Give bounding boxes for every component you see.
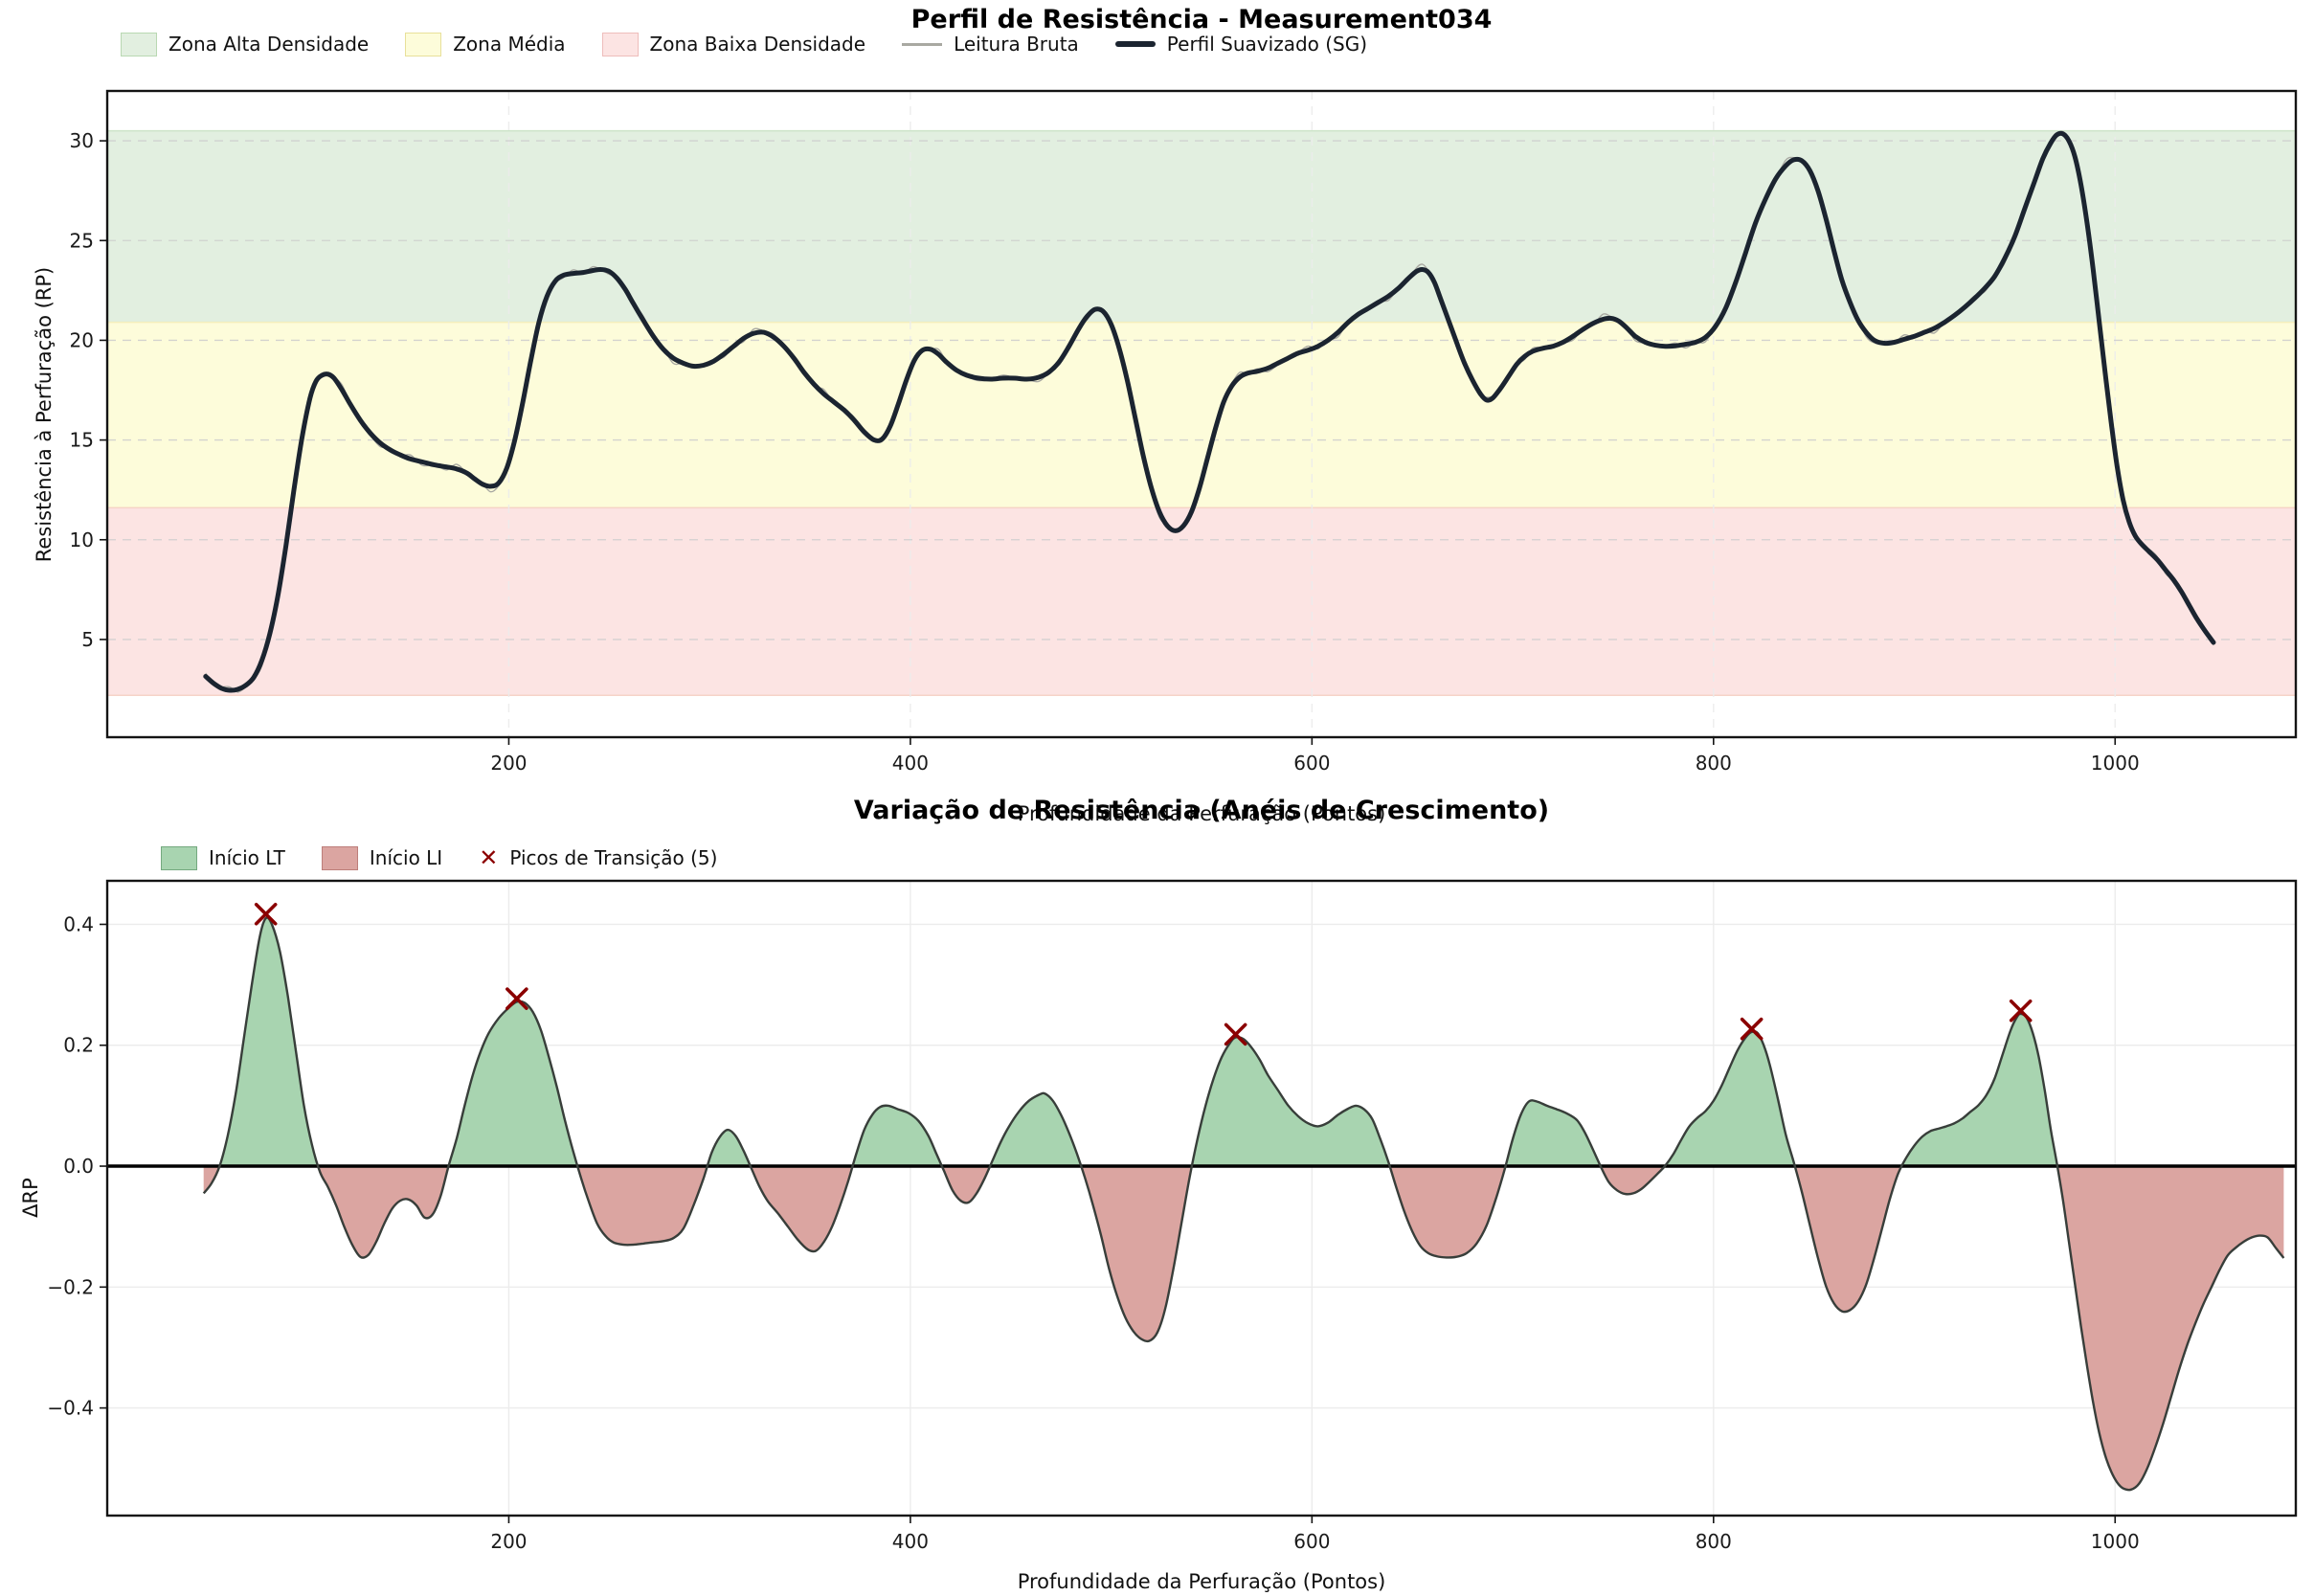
y-tick-label: 15 [70, 429, 94, 452]
x-tick-label: 200 [490, 1530, 527, 1553]
legend-label: Picos de Transição (5) [509, 846, 718, 869]
plot-border [105, 879, 2298, 1517]
transition-peak-marker [2009, 999, 2033, 1023]
transition-peak-marker [1740, 1017, 1764, 1041]
top-xaxis-label: Profundidade da Perfuração (Pontos) [1017, 802, 1386, 825]
top-legend: Zona Alta Densidade Zona Média Zona Baix… [121, 29, 1367, 59]
zona-baixa-swatch-icon [601, 32, 639, 56]
y-tick-label: −0.4 [47, 1397, 94, 1420]
legend-label: Zona Baixa Densidade [649, 33, 866, 56]
x-tick-label: 400 [892, 752, 929, 775]
y-tick-label: 25 [70, 229, 94, 252]
legend-label: Perfil Suavizado (SG) [1166, 33, 1368, 56]
top-chart-title: Perfil de Resistência - Measurement034 [910, 5, 1493, 34]
zona-alta-swatch-icon [121, 32, 157, 56]
bottom-xaxis-label: Profundidade da Perfuração (Pontos) [1017, 1570, 1386, 1593]
legend-label: Início LT [209, 846, 285, 869]
legend-item-zona-alta: Zona Alta Densidade [121, 32, 370, 56]
delta-rp-line [202, 916, 2285, 1492]
fill-inicio-li [203, 1166, 2284, 1491]
y-tick-label: 5 [81, 628, 94, 651]
x-tick-label: 1000 [2091, 752, 2140, 775]
y-tick-label: −0.2 [47, 1275, 94, 1298]
legend-label: Início LI [369, 846, 443, 869]
bottom-chart-title: Variação de Resistência (Anéis de Cresci… [853, 796, 1550, 825]
legend-item-leitura-bruta: Leitura Bruta [902, 33, 1079, 56]
inicio-lt-swatch-icon [161, 845, 197, 870]
bottom-yaxis-label: ΔRP [19, 1178, 42, 1218]
y-tick-label: 0.2 [63, 1034, 94, 1057]
legend-item-zona-media: Zona Média [405, 32, 566, 56]
x-tick-label: 800 [1696, 1530, 1732, 1553]
x-tick-label: 800 [1696, 752, 1732, 775]
top-yaxis-label: Resistência à Perfuração (RP) [33, 266, 56, 563]
x-tick-label: 600 [1293, 752, 1330, 775]
transition-peak-marker [254, 902, 278, 926]
legend-item-picos: ✕ Picos de Transição (5) [479, 846, 717, 869]
zone-band-0 [107, 130, 2296, 323]
y-tick-label: 20 [70, 328, 94, 351]
zone-band-2 [107, 507, 2296, 696]
inicio-li-swatch-icon [321, 845, 358, 870]
x-tick-label: 600 [1293, 1530, 1330, 1553]
legend-item-zona-baixa: Zona Baixa Densidade [601, 32, 866, 56]
y-tick-label: 0.4 [63, 912, 94, 935]
smooth-line-swatch-icon [1114, 41, 1156, 47]
y-tick-label: 10 [70, 528, 94, 551]
legend-label: Zona Média [453, 33, 566, 56]
x-marker-icon: ✕ [479, 844, 499, 871]
legend-label: Leitura Bruta [954, 33, 1079, 56]
plot-border [105, 89, 2298, 739]
legend-label: Zona Alta Densidade [168, 33, 370, 56]
top-chart-plot-area [105, 89, 2298, 739]
transition-peak-marker [1224, 1023, 1247, 1046]
bottom-chart-plot-area [105, 879, 2298, 1517]
y-tick-label: 0.0 [63, 1155, 94, 1178]
legend-item-perfil-suavizado: Perfil Suavizado (SG) [1114, 33, 1368, 56]
x-tick-label: 400 [892, 1530, 929, 1553]
x-tick-label: 200 [490, 752, 527, 775]
x-tick-label: 1000 [2091, 1530, 2140, 1553]
transition-peak-marker [505, 987, 528, 1010]
y-tick-label: 30 [70, 129, 94, 152]
legend-item-inicio-lt: Início LT [161, 845, 285, 870]
zona-media-swatch-icon [405, 32, 442, 56]
smoothed-profile-line [203, 130, 2216, 693]
legend-item-inicio-li: Início LI [321, 845, 443, 870]
bottom-legend: Início LT Início LI ✕ Picos de Transição… [161, 843, 717, 873]
raw-line-swatch-icon [902, 42, 943, 46]
